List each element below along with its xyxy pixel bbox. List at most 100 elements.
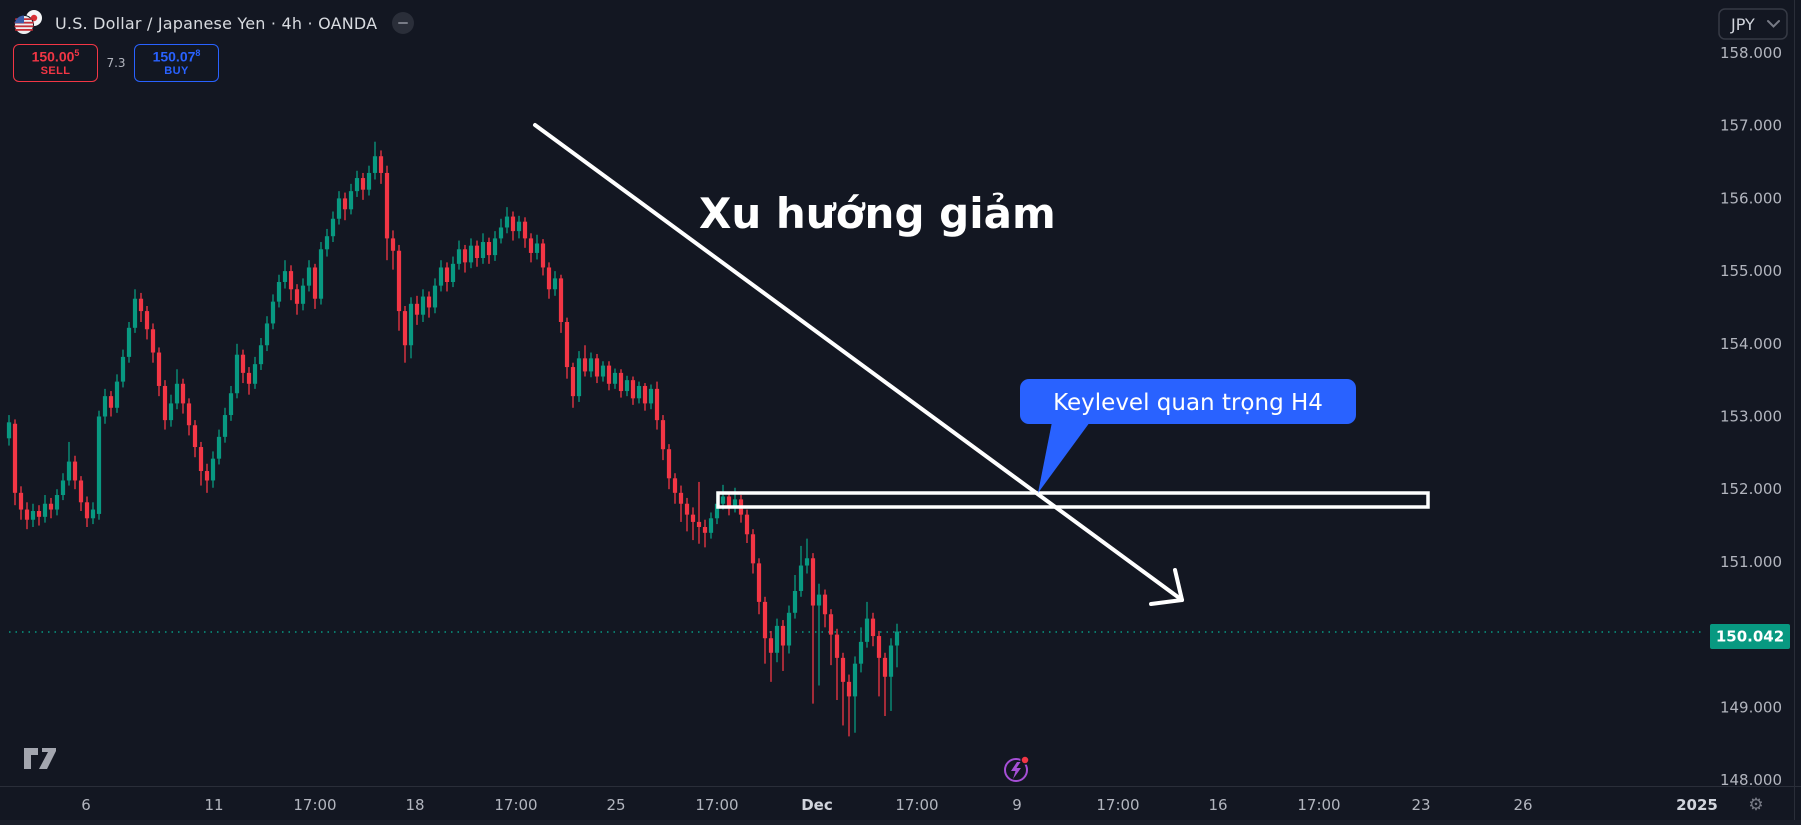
candle: [72, 461, 78, 481]
candle: [516, 221, 522, 232]
candle: [540, 243, 546, 268]
buy-label: BUY: [164, 65, 189, 78]
candle: [360, 178, 366, 190]
candle: [888, 645, 894, 677]
candle: [216, 436, 222, 459]
price-tick-label: 155.000: [1720, 262, 1782, 280]
last-price-value: 150.042: [1716, 628, 1784, 646]
price-tick-label: 158.000: [1720, 44, 1782, 62]
candle: [768, 638, 774, 653]
candle: [42, 503, 48, 517]
candle: [96, 416, 102, 514]
tradingview-logo[interactable]: [24, 748, 56, 769]
price-tick-label: 157.000: [1720, 117, 1782, 135]
time-tick-label: 17:00: [1297, 796, 1340, 814]
candle: [498, 227, 504, 239]
candle: [450, 263, 456, 283]
candle: [510, 216, 516, 232]
candle: [432, 285, 438, 308]
last-price-badge: 150.042: [1710, 624, 1790, 649]
time-tick-label: 17:00: [293, 796, 336, 814]
callout-bubble[interactable]: Keylevel quan trọng H4: [1020, 379, 1356, 493]
time-tick-label: 17:00: [494, 796, 537, 814]
time-axis-scale[interactable]: 6 11 17:00 18 17:00 25 17:00 Dec 17:00 9 17:00 16 17…: [81, 796, 1718, 814]
trend-annotation-text[interactable]: Xu hướng giảm: [699, 189, 1056, 238]
candle: [474, 245, 480, 259]
candle: [144, 311, 150, 330]
candle: [48, 503, 54, 510]
candle: [726, 496, 732, 507]
candle: [630, 380, 636, 399]
candle: [744, 514, 750, 535]
candle: [690, 514, 696, 522]
candle: [750, 534, 756, 564]
candle: [276, 282, 282, 302]
candle: [822, 594, 828, 615]
candle: [594, 358, 600, 377]
symbol-title[interactable]: U.S. Dollar / Japanese Yen · 4h · OANDA: [55, 13, 378, 33]
candle: [720, 496, 726, 504]
lightning-icon[interactable]: [1004, 755, 1030, 782]
candle: [30, 511, 36, 520]
candle: [12, 423, 18, 493]
sell-button[interactable]: 150.005 SELL: [13, 44, 98, 82]
candle: [132, 298, 138, 328]
currency-unit-button[interactable]: JPY: [1718, 8, 1788, 40]
candle: [570, 367, 576, 397]
minus-icon[interactable]: [392, 12, 415, 34]
candle: [876, 636, 882, 658]
sell-price: 150.00: [31, 48, 75, 65]
candle: [864, 618, 870, 642]
trend-arrow[interactable]: [533, 123, 1184, 606]
candle: [156, 352, 162, 386]
candle: [6, 422, 12, 439]
candle: [756, 563, 762, 602]
key-level-rectangle[interactable]: [716, 491, 1430, 509]
callout-tail: [1038, 422, 1090, 493]
price-tick-label: 153.000: [1720, 408, 1782, 426]
time-tick-label: 26: [1513, 796, 1532, 814]
price-tick-label: 154.000: [1720, 335, 1782, 353]
horizontal-scrollbar[interactable]: [0, 820, 1801, 825]
candle: [636, 385, 642, 399]
time-tick-label: 17:00: [895, 796, 938, 814]
candle: [396, 250, 402, 312]
time-tick-label: 2025: [1676, 796, 1718, 814]
buy-button[interactable]: 150.078 BUY: [134, 44, 219, 82]
candlestick-series: [6, 141, 900, 737]
candle: [882, 657, 888, 677]
buy-price: 150.07: [152, 48, 196, 65]
candle: [294, 289, 300, 304]
candle: [234, 354, 240, 394]
candle: [102, 396, 108, 417]
candle: [108, 396, 114, 408]
price-tick-label: 151.000: [1720, 553, 1782, 571]
candle: [834, 634, 840, 658]
time-tick-label: 18: [405, 796, 424, 814]
candle: [372, 156, 378, 173]
candle: [168, 403, 174, 421]
candle: [444, 267, 450, 283]
candle: [78, 480, 84, 503]
candle: [654, 388, 660, 421]
candle: [342, 198, 348, 210]
candle: [264, 323, 270, 346]
candle: [846, 681, 852, 697]
candle: [696, 521, 702, 528]
gear-icon[interactable]: ⚙: [1748, 795, 1763, 815]
candle: [198, 447, 204, 472]
callout-body: [1020, 379, 1356, 424]
candle: [354, 178, 360, 192]
currency-unit-label: JPY: [1730, 15, 1755, 34]
candle: [312, 267, 318, 299]
candle: [870, 618, 876, 637]
time-tick-label: 11: [204, 796, 223, 814]
time-tick-label: Dec: [801, 796, 833, 814]
candle: [60, 480, 66, 496]
candle: [780, 625, 786, 646]
price-axis-scale[interactable]: 158.000 157.000 156.000 155.000 154.000 153.0…: [1720, 44, 1782, 789]
candle: [456, 249, 462, 264]
candle: [228, 393, 234, 416]
